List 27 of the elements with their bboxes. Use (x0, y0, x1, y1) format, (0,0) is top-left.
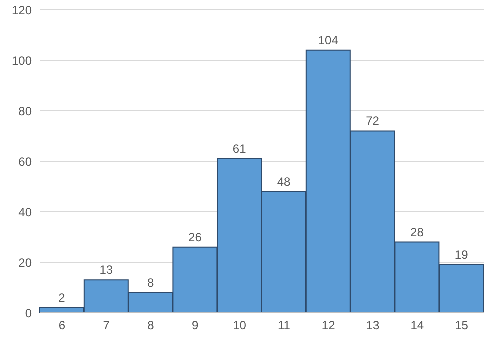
data-label: 48 (277, 174, 291, 189)
data-label: 28 (410, 225, 424, 240)
x-tick-label: 9 (192, 318, 200, 333)
x-tick-label: 7 (103, 318, 110, 333)
x-tick-label: 11 (278, 318, 291, 333)
data-label: 19 (454, 248, 469, 262)
y-tick-label: 80 (18, 104, 32, 118)
x-tick-label: 15 (455, 318, 469, 333)
x-tick-label: 12 (322, 318, 336, 333)
data-label: 8 (147, 276, 154, 290)
y-tick-label: 40 (18, 205, 32, 220)
y-tick-label: 60 (18, 154, 32, 169)
y-tick-label: 20 (18, 256, 32, 270)
data-label: 61 (232, 142, 247, 156)
y-tick-label: 100 (12, 54, 32, 68)
x-tick-label: 8 (148, 318, 155, 333)
x-tick-label: 6 (58, 318, 66, 333)
y-tick-label: 120 (12, 3, 32, 18)
x-tick-label: 13 (366, 318, 380, 333)
y-tick-label: 0 (25, 306, 32, 320)
data-label: 13 (100, 263, 114, 278)
data-label: 26 (188, 230, 202, 244)
data-label: 2 (58, 290, 66, 305)
data-label: 104 (318, 33, 339, 48)
data-label: 72 (366, 114, 380, 128)
x-tick-label: 10 (233, 318, 247, 333)
x-tick-label: 14 (410, 318, 424, 333)
